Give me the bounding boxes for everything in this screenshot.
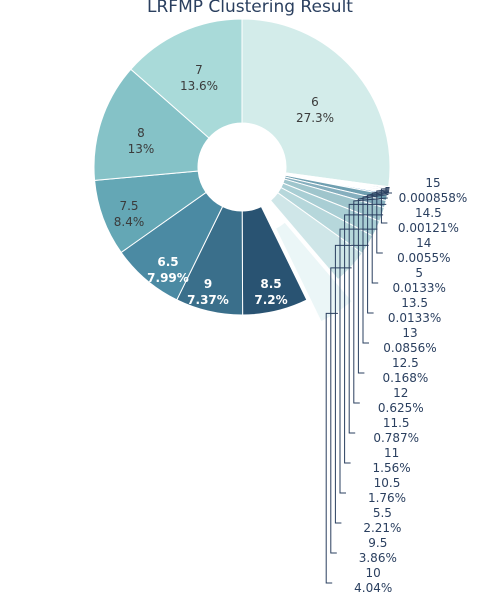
slice-label-13-5: 13.5 (401, 296, 428, 310)
leader-line-12 (353, 197, 388, 404)
leader-line-5 (371, 190, 390, 284)
chart-title: LRFMP Clustering Result (147, 0, 353, 17)
pie-slice-8[interactable] (93, 68, 210, 181)
slice-label-13: 13 (402, 326, 417, 340)
slice-label-7: 7 (195, 63, 203, 77)
slice-percent-5: 0.0133% (393, 281, 446, 295)
slice-label-6: 6 (311, 95, 319, 109)
leader-line-11 (344, 214, 384, 464)
slice-label-12-5: 12.5 (392, 356, 419, 370)
leader-line-14-5 (380, 188, 390, 224)
slice-label-6-5: 6.5 (157, 255, 178, 269)
slice-percent-9-5: 3.86% (359, 551, 397, 565)
slice-label-11: 11 (384, 446, 399, 460)
slice-percent-15: 0.000858% (399, 191, 468, 205)
leader-line-13-5 (367, 191, 389, 314)
leader-line-12-5 (357, 193, 389, 374)
slice-percent-8-5: 7.2% (254, 293, 287, 307)
leader-line-14 (376, 189, 390, 254)
slice-percent-6-5: 7.99% (147, 271, 189, 285)
slice-percent-14: 0.0055% (397, 251, 450, 265)
slice-label-9: 9 (204, 277, 212, 291)
slice-label-14: 14 (416, 236, 431, 250)
leader-line-9-5 (330, 267, 352, 554)
pie-slice-6[interactable] (241, 18, 391, 188)
slice-percent-7: 13.6% (180, 79, 218, 93)
slice-percent-11: 1.56% (373, 461, 411, 475)
slice-label-8: 8 (137, 126, 145, 140)
labels-layer: 6 27.3% 8.5 7.2% 9 7.37% 6.5 7.99% 7.5 8.4% 8 13% 7 1… (114, 63, 468, 595)
slice-label-14-5: 14.5 (415, 206, 442, 220)
slice-percent-10: 4.04% (354, 581, 392, 595)
slice-percent-13: 0.0856% (383, 341, 436, 355)
slice-label-10-5: 10.5 (374, 476, 401, 490)
leader-line-11-5 (348, 203, 387, 434)
slice-label-5-5: 5.5 (373, 506, 392, 520)
slice-percent-6: 27.3% (296, 111, 334, 125)
slice-percent-13-5: 0.0133% (388, 311, 441, 325)
slice-label-9-5: 9.5 (368, 536, 387, 550)
leader-line-10-5 (339, 228, 378, 494)
slice-label-5: 5 (415, 266, 423, 280)
slice-label-12: 12 (393, 386, 408, 400)
leader-line-10 (325, 312, 338, 584)
slice-label-11-5: 11.5 (383, 416, 410, 430)
slice-percent-11-5: 0.787% (373, 431, 419, 445)
leader-line-5-5 (334, 244, 369, 524)
slice-percent-7-5: 8.4% (114, 215, 145, 229)
slice-label-8-5: 8.5 (260, 277, 281, 291)
slice-percent-14-5: 0.00121% (398, 221, 459, 235)
slice-percent-12: 0.625% (378, 401, 424, 415)
pie-slice-9-5[interactable] (269, 191, 363, 281)
slice-percent-8: 13% (128, 142, 155, 156)
slices-layer (93, 18, 391, 323)
slice-percent-12-5: 0.168% (383, 371, 429, 385)
slice-label-7-5: 7.5 (119, 199, 138, 213)
pie-slice-7[interactable] (130, 18, 243, 139)
pie-slice-10[interactable] (274, 221, 354, 323)
slice-label-10: 10 (366, 566, 381, 580)
slice-percent-5-5: 2.21% (363, 521, 401, 535)
slice-percent-9: 7.37% (187, 293, 229, 307)
slice-label-15: 15 (425, 176, 440, 190)
slice-percent-10-5: 1.76% (368, 491, 406, 505)
leader-line-13 (362, 192, 389, 344)
leader-lines-layer (325, 187, 392, 584)
